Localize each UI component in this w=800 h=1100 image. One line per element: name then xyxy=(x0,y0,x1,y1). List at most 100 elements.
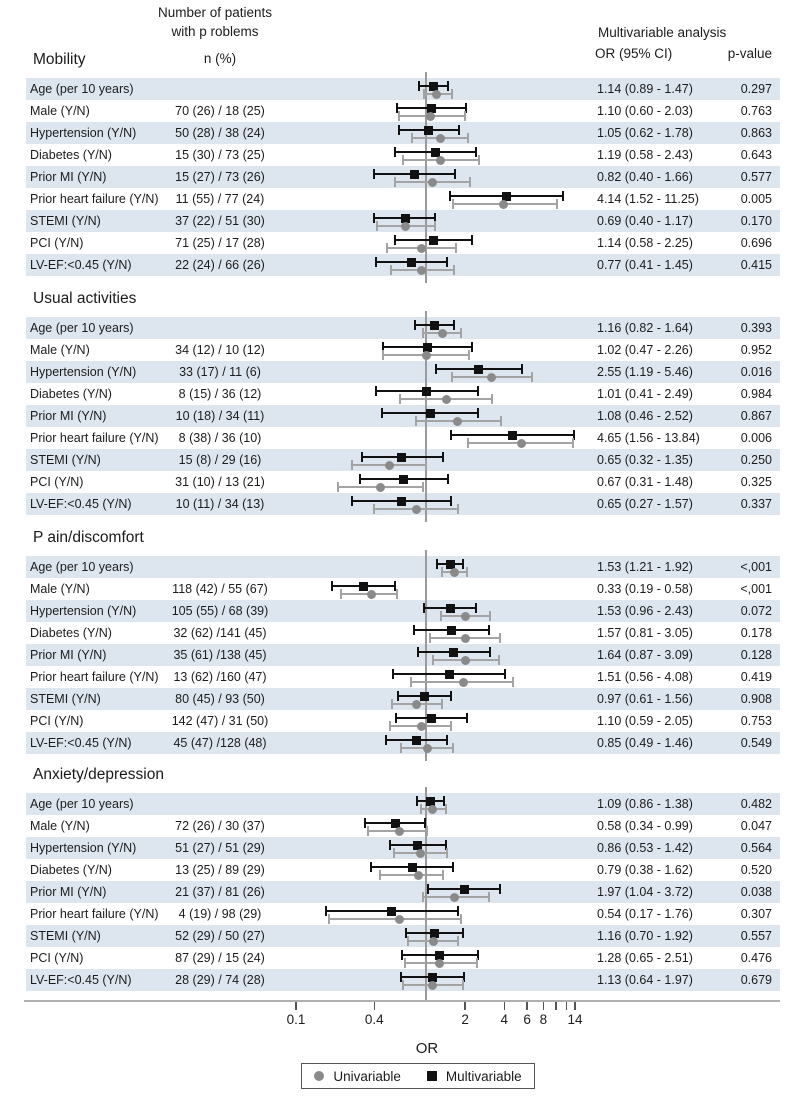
n-percent-value: 51 (27) / 51 (29) xyxy=(175,841,265,855)
or-ci-value: 0.79 (0.38 - 1.62) xyxy=(597,863,693,877)
ci-cap xyxy=(452,743,455,753)
or-ci-value: 1.02 (0.47 - 2.26) xyxy=(597,343,693,357)
n-percent-value: 13 (62) /160 (47) xyxy=(173,670,267,684)
ci-cap xyxy=(487,892,490,902)
ci-cap xyxy=(520,364,523,374)
ci-cap xyxy=(490,394,493,404)
or-ci-value: 1.19 (0.58 - 2.43) xyxy=(597,148,693,162)
row-label: Diabetes (Y/N) xyxy=(30,387,112,401)
col-header-n-patients-line1: Number of patients xyxy=(157,5,273,20)
univariable-marker xyxy=(384,460,394,470)
univariable-marker xyxy=(487,372,497,382)
univariable-marker xyxy=(395,914,405,924)
legend-item-univariable: Univariable xyxy=(314,1069,401,1084)
ci-cap xyxy=(488,647,491,657)
multivariable-marker xyxy=(459,884,469,894)
or-ci-value: 1.08 (0.46 - 2.52) xyxy=(597,409,693,423)
row-label: LV-EF:<0.45 (Y/N) xyxy=(30,736,132,750)
p-value: 0.170 xyxy=(740,214,772,228)
ci-cap xyxy=(351,460,354,470)
row-label: Prior MI (Y/N) xyxy=(30,409,107,423)
axis-tick xyxy=(574,1002,576,1010)
univariable-marker xyxy=(460,655,470,665)
axis-tick-label: 2 xyxy=(461,1012,469,1027)
axis-tick-label: 6 xyxy=(523,1012,531,1027)
ci-cap xyxy=(428,633,431,643)
univariable-marker xyxy=(400,221,410,231)
multivariable-marker xyxy=(445,559,455,569)
univariable-marker xyxy=(437,328,447,338)
or-ci-value: 1.28 (0.65 - 2.51) xyxy=(597,951,693,965)
ci-cap xyxy=(498,633,501,643)
p-value: 0.005 xyxy=(740,192,772,206)
axis-tick-label: 4 xyxy=(500,1012,509,1027)
ci-cap xyxy=(459,914,462,924)
legend-label-multivariable: Multivariable xyxy=(445,1068,522,1084)
row-label: PCI (Y/N) xyxy=(30,951,84,965)
or-ci-value: 1.53 (0.96 - 2.43) xyxy=(597,604,693,618)
row-label: STEMI (Y/N) xyxy=(30,453,101,467)
ci-cap xyxy=(393,848,396,858)
ci-cap xyxy=(427,884,430,894)
multivariable-marker xyxy=(508,430,518,440)
ci-cap xyxy=(413,320,416,330)
row-label: Male (Y/N) xyxy=(30,104,90,118)
ci-cap xyxy=(324,906,327,916)
row-stripe xyxy=(26,644,780,666)
p-value: 0.476 xyxy=(740,951,772,965)
multivariable-marker xyxy=(358,581,368,591)
or-ci-value: 1.97 (1.04 - 3.72) xyxy=(597,885,693,899)
row-label: PCI (Y/N) xyxy=(30,475,84,489)
col-header-n-patients-line2: with p roblems xyxy=(171,24,259,39)
ci-cap xyxy=(376,221,379,231)
univariable-marker xyxy=(516,438,526,448)
ci-cap xyxy=(328,914,331,924)
col-header-n-pct: n (%) xyxy=(203,51,237,66)
univariable-marker xyxy=(417,721,427,731)
row-label: PCI (Y/N) xyxy=(30,714,84,728)
reference-line xyxy=(425,787,427,1002)
ci-cap xyxy=(450,89,453,99)
axis-tick xyxy=(464,1002,466,1010)
axis-tick xyxy=(503,1002,506,1010)
ci-cap xyxy=(389,840,392,850)
ci-cap xyxy=(444,804,447,814)
p-value: 0.072 xyxy=(740,604,772,618)
ci-cap xyxy=(378,870,381,880)
ci-cap xyxy=(571,438,574,448)
p-value: 0.908 xyxy=(740,692,772,706)
row-stripe xyxy=(26,78,780,100)
p-value: 0.753 xyxy=(740,714,772,728)
ci-cap xyxy=(398,125,400,135)
ci-cap xyxy=(396,103,399,113)
axis-tick-label: 0.4 xyxy=(364,1012,384,1027)
ci-cap xyxy=(404,928,407,938)
axis-tick-label: 14 xyxy=(567,1012,583,1027)
n-percent-value: 70 (26) / 18 (25) xyxy=(175,104,265,118)
row-label: Age (per 10 years) xyxy=(30,797,134,811)
multivariable-marker xyxy=(429,320,439,330)
univariable-marker xyxy=(436,155,446,165)
ci-cap xyxy=(402,155,405,165)
ci-cap xyxy=(433,213,436,223)
legend: Univariable Multivariable xyxy=(301,1063,535,1089)
axis-tick xyxy=(542,1002,545,1010)
n-percent-value: 45 (47) /128 (48) xyxy=(173,736,267,750)
univariable-marker xyxy=(449,567,459,577)
row-label: Prior heart failure (Y/N) xyxy=(30,907,159,921)
ci-cap xyxy=(476,386,479,396)
n-percent-value: 105 (55) / 68 (39) xyxy=(171,604,269,618)
row-label: Age (per 10 years) xyxy=(30,321,134,335)
ci-cap xyxy=(453,169,456,179)
univariable-marker xyxy=(416,848,426,858)
multivariable-square-icon xyxy=(426,1071,437,1081)
multivariable-marker xyxy=(426,713,436,723)
ci-cap xyxy=(394,235,397,245)
row-label: Age (per 10 years) xyxy=(30,82,134,96)
ci-cap xyxy=(373,504,376,514)
multivariable-marker xyxy=(426,796,436,806)
axis-tick xyxy=(555,1002,557,1010)
multivariable-marker xyxy=(435,950,445,960)
row-label: Hypertension (Y/N) xyxy=(30,604,137,618)
row-stripe xyxy=(26,925,780,947)
